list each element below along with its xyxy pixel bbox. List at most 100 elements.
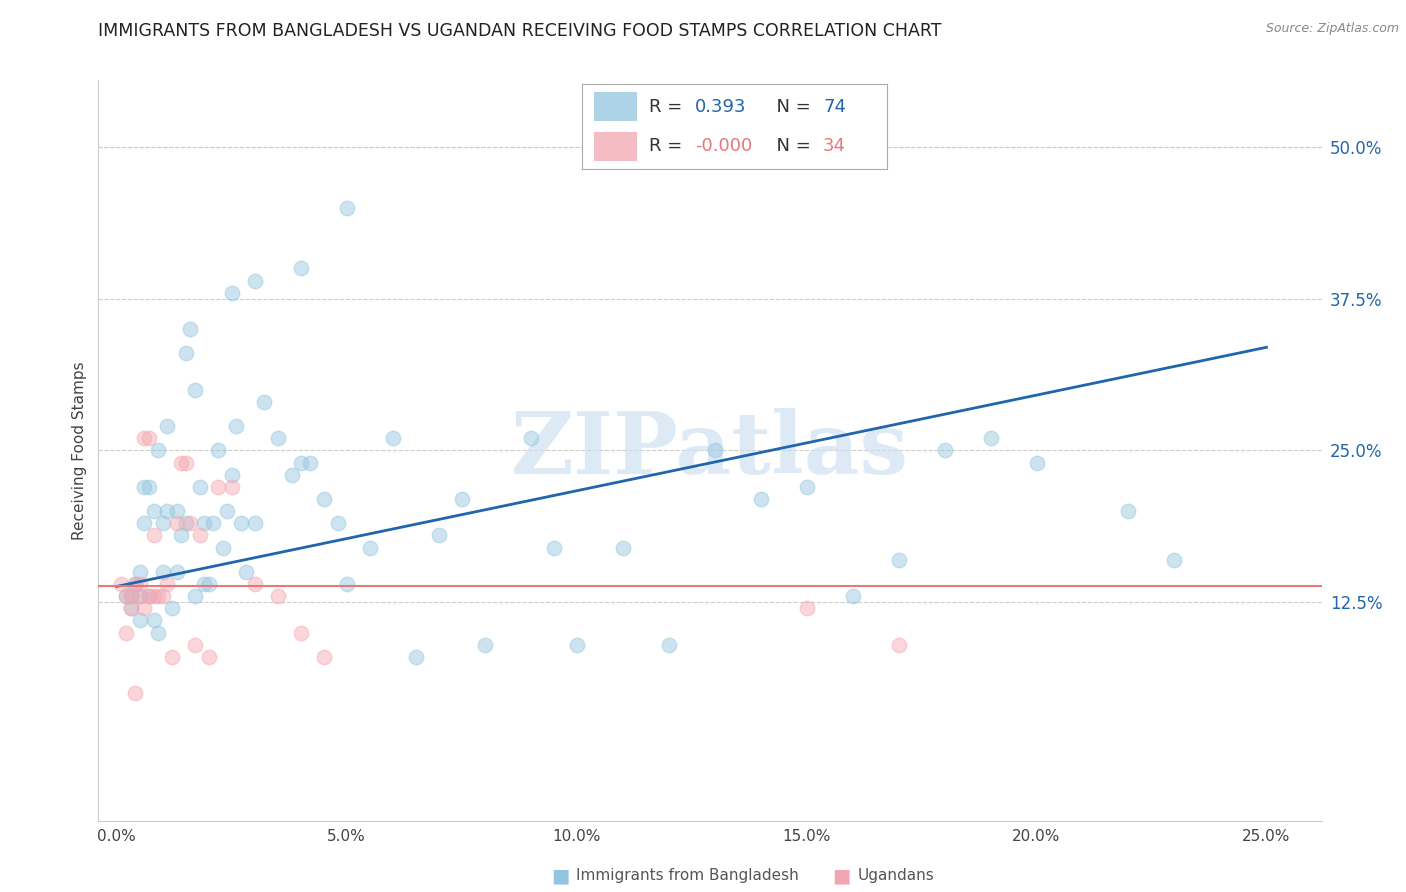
Text: ZIPatlas: ZIPatlas (510, 409, 910, 492)
Point (298, 456, 321, 470)
Point (134, 431, 156, 445)
Point (267, 431, 290, 445)
Point (142, 589, 165, 603)
Point (207, 443, 229, 458)
Point (290, 625, 312, 640)
Point (1118, 504, 1140, 518)
Point (124, 686, 146, 700)
Point (980, 431, 1002, 445)
Point (134, 516, 156, 531)
Point (225, 419, 247, 434)
Point (267, 589, 290, 603)
Point (193, 516, 215, 531)
Point (1025, 456, 1047, 470)
Point (211, 541, 233, 555)
Point (703, 443, 725, 458)
Point (134, 601, 156, 615)
Point (359, 541, 381, 555)
Point (543, 541, 565, 555)
Point (336, 201, 359, 215)
Point (184, 589, 207, 603)
Point (142, 613, 165, 627)
Point (450, 491, 472, 506)
Point (243, 516, 266, 531)
Point (243, 577, 266, 591)
Point (405, 649, 427, 664)
Point (120, 589, 142, 603)
Point (326, 516, 349, 531)
Text: ■: ■ (832, 866, 851, 886)
Point (197, 577, 219, 591)
Point (142, 504, 165, 518)
Point (120, 589, 142, 603)
Text: IMMIGRANTS FROM BANGLADESH VS UGANDAN RECEIVING FOOD STAMPS CORRELATION CHART: IMMIGRANTS FROM BANGLADESH VS UGANDAN RE… (98, 22, 942, 40)
Point (174, 456, 197, 470)
Point (217, 504, 239, 518)
Point (170, 528, 193, 542)
Point (290, 456, 312, 470)
Point (1163, 552, 1185, 566)
Point (148, 625, 170, 640)
Text: 74: 74 (823, 98, 846, 116)
Point (156, 577, 179, 591)
Point (887, 638, 910, 652)
Point (235, 565, 257, 579)
Point (128, 577, 150, 591)
Point (179, 516, 201, 531)
Text: Immigrants from Bangladesh: Immigrants from Bangladesh (576, 869, 799, 883)
Point (221, 467, 243, 482)
Point (148, 443, 170, 458)
Text: 0.393: 0.393 (695, 98, 747, 116)
Point (427, 528, 450, 542)
Point (138, 431, 160, 445)
Text: -0.000: -0.000 (695, 137, 752, 155)
Text: R =: R = (650, 98, 688, 116)
Point (160, 601, 183, 615)
Point (179, 322, 201, 336)
Point (188, 480, 211, 494)
Point (202, 516, 225, 531)
Point (148, 589, 170, 603)
Point (197, 649, 219, 664)
Point (120, 601, 142, 615)
Point (253, 395, 276, 409)
Point (290, 261, 312, 276)
Point (519, 431, 541, 445)
Point (134, 480, 156, 494)
Point (152, 516, 174, 531)
Point (138, 589, 160, 603)
Point (115, 625, 138, 640)
Point (115, 589, 138, 603)
Point (934, 443, 956, 458)
Point (174, 516, 197, 531)
Point (160, 649, 183, 664)
Point (152, 565, 174, 579)
Point (128, 613, 150, 627)
Text: 34: 34 (823, 137, 846, 155)
FancyBboxPatch shape (593, 93, 637, 121)
Point (128, 565, 150, 579)
FancyBboxPatch shape (593, 132, 637, 161)
Text: ■: ■ (551, 866, 569, 886)
Point (170, 456, 193, 470)
Point (229, 516, 252, 531)
Point (156, 504, 179, 518)
Point (124, 577, 146, 591)
Point (166, 565, 188, 579)
Point (221, 480, 243, 494)
Point (174, 346, 197, 360)
Point (110, 577, 132, 591)
Point (280, 467, 302, 482)
Point (128, 589, 150, 603)
Point (243, 274, 266, 288)
Point (166, 516, 188, 531)
Point (166, 504, 188, 518)
Point (184, 638, 207, 652)
Point (887, 552, 910, 566)
Point (312, 649, 335, 664)
Point (156, 419, 179, 434)
Point (207, 480, 229, 494)
Point (115, 589, 138, 603)
Point (138, 480, 160, 494)
Point (565, 638, 588, 652)
